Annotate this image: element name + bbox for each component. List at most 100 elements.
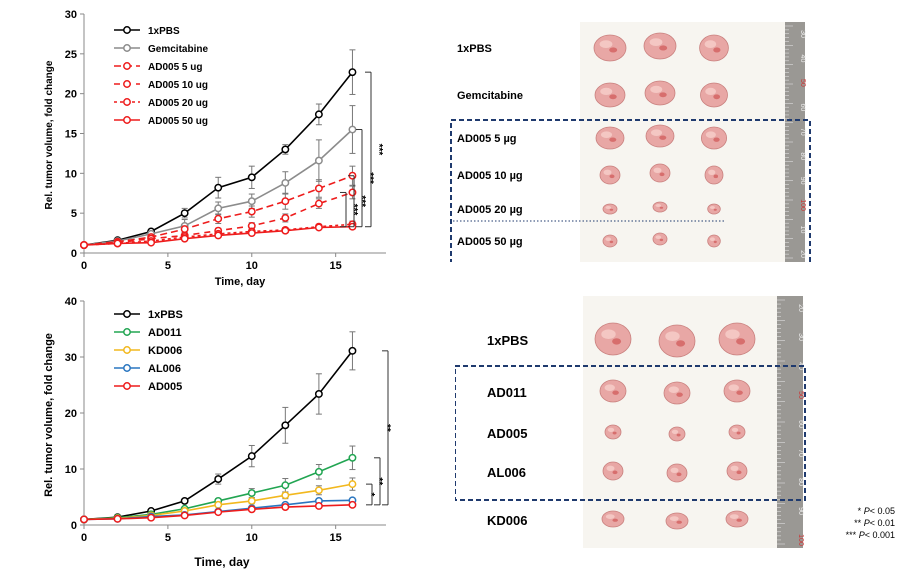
photo-top-tumor [704, 165, 724, 185]
photo-bottom-tumor [602, 461, 624, 481]
chart-bottom-data-point [247, 496, 256, 505]
photo-top-tumor-spot [659, 238, 664, 242]
photo-top-ruler-mark: 60 [799, 103, 806, 111]
photo-top-ruler-mark: 50 [799, 79, 806, 87]
chart-top-xlabel: Time, day [215, 276, 266, 288]
chart-top-data-point [281, 145, 290, 154]
chart-bottom-legend-label: AL006 [148, 363, 181, 375]
photo-bottom-tumor [725, 510, 749, 528]
chart-top-data-point [180, 225, 189, 234]
photo-top-tumor-spot [659, 206, 664, 209]
photo-bottom-tumor-spot [676, 433, 681, 437]
photo-top-tumor [649, 163, 671, 183]
chart-top-data-point [247, 173, 256, 182]
photo-bottom-row-label: AD011 [487, 385, 527, 400]
photo-bottom-tumor-highlight [607, 427, 615, 432]
chart-bottom-data-point [281, 421, 290, 430]
photo-top-tumor-spot [713, 47, 721, 53]
chart-top-legend-marker [123, 26, 131, 34]
photo-top-tumor-spot [659, 135, 667, 140]
chart-bottom-legend-marker [123, 364, 131, 372]
chart-bottom-legend-marker [123, 328, 131, 336]
photo-top-ruler-mark: 70 [799, 128, 806, 136]
chart-top-legend-label: Gemcitabine [148, 44, 208, 55]
chart-top-ytick-label: 5 [71, 208, 77, 220]
chart-top-significance-label: *** [364, 172, 375, 184]
photo-bottom-tumor-highlight [605, 514, 615, 519]
significance-footnote: * P< 0.05 ** P< 0.01 *** P< 0.001 [846, 505, 895, 541]
photo-top-tumor-spot [713, 137, 720, 142]
chart-bottom-legend-label: KD006 [148, 345, 182, 357]
photo-bottom-tumor [728, 424, 746, 440]
chart-top-data-point [314, 156, 323, 165]
photo-top-tumor-highlight [600, 87, 613, 95]
photo-bottom-tumor [658, 324, 696, 358]
chart-bottom-data-point [348, 480, 357, 489]
chart-bottom-ytick-label: 0 [71, 520, 77, 532]
photo-top-tumor [595, 126, 625, 150]
footnote-line-2: ** P< 0.01 [854, 518, 895, 528]
photo-bottom-tumor-highlight [669, 516, 679, 521]
photo-bottom-tumor [726, 461, 748, 481]
photo-bottom-tumor-spot [676, 340, 686, 347]
photo-top-ruler [785, 22, 805, 262]
photo-bottom-row-label: KD006 [487, 513, 527, 528]
photo-bottom-tumor [601, 510, 625, 528]
chart-bottom-legend-label: 1xPBS [148, 309, 183, 321]
chart-bottom-data-point [281, 481, 290, 490]
photo-top-tumor-highlight [708, 169, 716, 175]
chart-top-data-point [314, 184, 323, 193]
chart-top-ytick-label: 30 [65, 9, 77, 21]
tumor-photo-top: 30 40 50 60 70 80 90 100 10 20 1xPBS Gemcitabine AD0… [445, 22, 835, 292]
chart-top-data-point [180, 209, 189, 218]
photo-top-row-label: AD005 20 µg [457, 204, 523, 216]
chart-top-ylabel: Rel. tumor volume, fold change [44, 60, 55, 209]
photo-top-tumor-highlight [600, 131, 613, 138]
photo-top-tumor [700, 126, 727, 150]
chart-top-data-point [147, 238, 156, 247]
photo-bottom-tumor-spot [736, 518, 742, 522]
photo-top-tumor [707, 203, 721, 215]
chart-bottom-legend-marker [123, 310, 131, 318]
chart-bottom-data-point [180, 511, 189, 520]
photo-top-tumor-highlight [705, 131, 716, 138]
chart-bottom-xtick-label: 0 [81, 532, 87, 544]
chart-bottom-legend-label: AD011 [148, 327, 182, 339]
chart-top-legend-label: AD005 20 ug [148, 98, 208, 109]
chart-bottom-ytick-label: 40 [65, 296, 77, 308]
chart-bottom-data-point [113, 514, 122, 523]
chart-top-data-point [214, 231, 223, 240]
chart-bottom-xlabel: Time, day [194, 555, 249, 569]
chart-bottom-xtick-label: 10 [246, 532, 258, 544]
chart-top-data-point [113, 239, 122, 248]
footnote-line-3: *** P< 0.001 [845, 530, 895, 540]
photo-top-row-label: AD005 5 µg [457, 133, 517, 145]
photo-top-tumor [599, 165, 621, 185]
chart-bottom-ylabel: Rel. tumor volume, fold change [43, 333, 55, 497]
chart-bottom-data-point [247, 489, 256, 498]
photo-bottom-tumor-spot [612, 338, 622, 345]
chart-bottom-data-point [348, 453, 357, 462]
photo-top-ruler-mark: 10 [799, 226, 806, 234]
photo-bottom-tumor-highlight [665, 331, 680, 341]
photo-bottom-row-label: AD005 [487, 426, 527, 441]
chart-bottom-data-point [180, 496, 189, 505]
chart-top-data-point [281, 213, 290, 222]
photo-top-tumor [707, 234, 721, 248]
photo-top-tumor-spot [609, 174, 615, 179]
photo-bottom-tumor-spot [612, 518, 618, 522]
chart-top-legend-marker [123, 98, 131, 106]
chart-top-significance-label: *** [348, 204, 359, 216]
chart-top-xtick-label: 15 [330, 260, 342, 272]
chart-top-ytick-label: 10 [65, 168, 77, 180]
chart-bottom-data-point [214, 475, 223, 484]
chart-bottom-legend-marker [123, 346, 131, 354]
photo-bottom-tumor-highlight [668, 386, 679, 393]
photo-top-tumor-spot [713, 208, 717, 211]
chart-top-legend-label: AD005 50 ug [148, 116, 208, 127]
chart-bottom-data-point [314, 502, 323, 510]
photo-top-tumor-spot [659, 45, 668, 51]
photo-top-tumor [602, 203, 618, 215]
chart-bottom-data-point [314, 467, 323, 476]
photo-top-ruler-mark: 80 [799, 152, 806, 160]
